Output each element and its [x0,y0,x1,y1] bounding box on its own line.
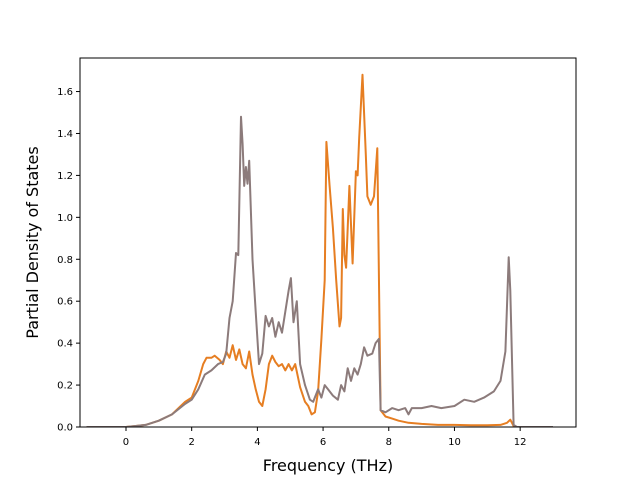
y-tick-label: 1.6 [57,87,73,98]
plot-frame [79,57,577,428]
y-tick-label: 1.2 [57,171,73,182]
y-axis-label: Partial Density of States [23,146,42,338]
series-line-2 [86,115,553,427]
x-axis-label: Frequency (THz) [263,456,393,475]
y-tick-label: 0.8 [57,255,73,266]
x-tick-label: 2 [188,437,194,448]
x-tick-label: 6 [320,437,326,448]
series-line-1 [86,73,553,427]
y-tick-label: 1.0 [57,213,73,224]
y-tick-label: 0.2 [57,381,73,392]
x-tick-label: 12 [514,437,527,448]
series-layer [86,73,553,427]
y-tick-label: 0.4 [57,339,73,350]
y-tick-label: 0.6 [57,297,73,308]
x-tick-label: 4 [254,437,260,448]
y-axis-ticks: 0.0 0.2 0.4 0.6 0.8 1.0 1.2 1.4 1.6 [57,87,80,434]
y-tick-label: 0.0 [57,423,73,434]
x-tick-label: 8 [386,437,392,448]
x-tick-label: 10 [448,437,461,448]
x-tick-label: 0 [123,437,129,448]
y-tick-label: 1.4 [57,129,73,140]
x-axis-ticks: 0 2 4 6 8 10 12 [123,427,527,448]
